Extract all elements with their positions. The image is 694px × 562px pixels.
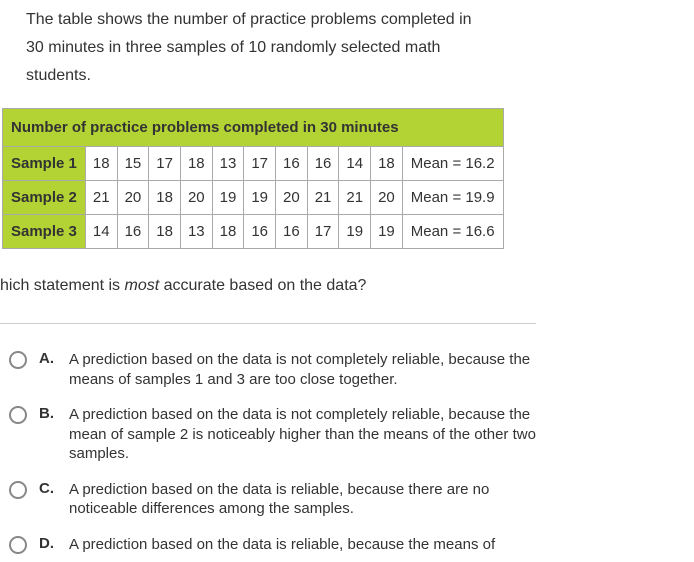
table-row: Sample 2 21 20 18 20 19 19 20 21 21 20 M… xyxy=(3,181,504,215)
question-text: hich statement is most accurate based on… xyxy=(0,277,694,295)
choice-a[interactable]: A. A prediction based on the data is not… xyxy=(0,342,536,397)
choice-label: B. xyxy=(39,405,57,422)
mean-cell: Mean = 16.2 xyxy=(402,147,503,181)
mean-cell: Mean = 19.9 xyxy=(402,181,503,215)
row-label: Sample 1 xyxy=(3,147,86,181)
table-cell: 21 xyxy=(307,181,339,215)
question-emph: most xyxy=(125,277,160,294)
table-cell: 21 xyxy=(85,181,117,215)
table-cell: 18 xyxy=(212,215,244,249)
mean-cell: Mean = 16.6 xyxy=(402,215,503,249)
table-cell: 20 xyxy=(371,181,403,215)
table-cell: 19 xyxy=(212,181,244,215)
radio-icon[interactable] xyxy=(9,481,27,499)
row-label: Sample 2 xyxy=(3,181,86,215)
choice-text: A prediction based on the data is not co… xyxy=(69,350,536,389)
choice-b[interactable]: B. A prediction based on the data is not… xyxy=(0,397,536,472)
table-cell: 17 xyxy=(307,215,339,249)
intro-text: The table shows the number of practice p… xyxy=(0,0,490,90)
table-row: Sample 1 18 15 17 18 13 17 16 16 14 18 M… xyxy=(3,147,504,181)
table-cell: 13 xyxy=(180,215,212,249)
table-title: Number of practice problems completed in… xyxy=(3,109,504,147)
table-cell: 20 xyxy=(117,181,149,215)
radio-icon[interactable] xyxy=(9,536,27,554)
table-cell: 13 xyxy=(212,147,244,181)
choices-list: A. A prediction based on the data is not… xyxy=(0,342,536,562)
table-cell: 19 xyxy=(371,215,403,249)
table-cell: 20 xyxy=(276,181,308,215)
choice-text: A prediction based on the data is reliab… xyxy=(69,480,536,519)
question-suffix: accurate based on the data? xyxy=(159,277,366,294)
table-cell: 14 xyxy=(339,147,371,181)
table-cell: 17 xyxy=(149,147,181,181)
choice-d[interactable]: D. A prediction based on the data is rel… xyxy=(0,527,536,562)
row-label: Sample 3 xyxy=(3,215,86,249)
table-cell: 18 xyxy=(85,147,117,181)
table-row: Sample 3 14 16 18 13 18 16 16 17 19 19 M… xyxy=(3,215,504,249)
table-cell: 18 xyxy=(180,147,212,181)
radio-icon[interactable] xyxy=(9,406,27,424)
table-cell: 16 xyxy=(276,147,308,181)
choice-label: C. xyxy=(39,480,57,497)
table-cell: 16 xyxy=(244,215,276,249)
table-cell: 20 xyxy=(180,181,212,215)
table-cell: 17 xyxy=(244,147,276,181)
table-cell: 18 xyxy=(149,181,181,215)
table-cell: 18 xyxy=(149,215,181,249)
table-cell: 21 xyxy=(339,181,371,215)
table-cell: 16 xyxy=(276,215,308,249)
choice-text: A prediction based on the data is not co… xyxy=(69,405,536,464)
table-cell: 15 xyxy=(117,147,149,181)
divider xyxy=(0,323,536,324)
table-cell: 19 xyxy=(339,215,371,249)
question-prefix: hich statement is xyxy=(0,277,125,294)
table-cell: 14 xyxy=(85,215,117,249)
choice-c[interactable]: C. A prediction based on the data is rel… xyxy=(0,472,536,527)
data-table-wrap: Number of practice problems completed in… xyxy=(2,108,694,249)
radio-icon[interactable] xyxy=(9,351,27,369)
choice-label: D. xyxy=(39,535,57,552)
table-cell: 18 xyxy=(371,147,403,181)
table-cell: 19 xyxy=(244,181,276,215)
choice-text: A prediction based on the data is reliab… xyxy=(69,535,536,555)
table-cell: 16 xyxy=(307,147,339,181)
data-table: Number of practice problems completed in… xyxy=(2,108,504,249)
choice-label: A. xyxy=(39,350,57,367)
table-cell: 16 xyxy=(117,215,149,249)
